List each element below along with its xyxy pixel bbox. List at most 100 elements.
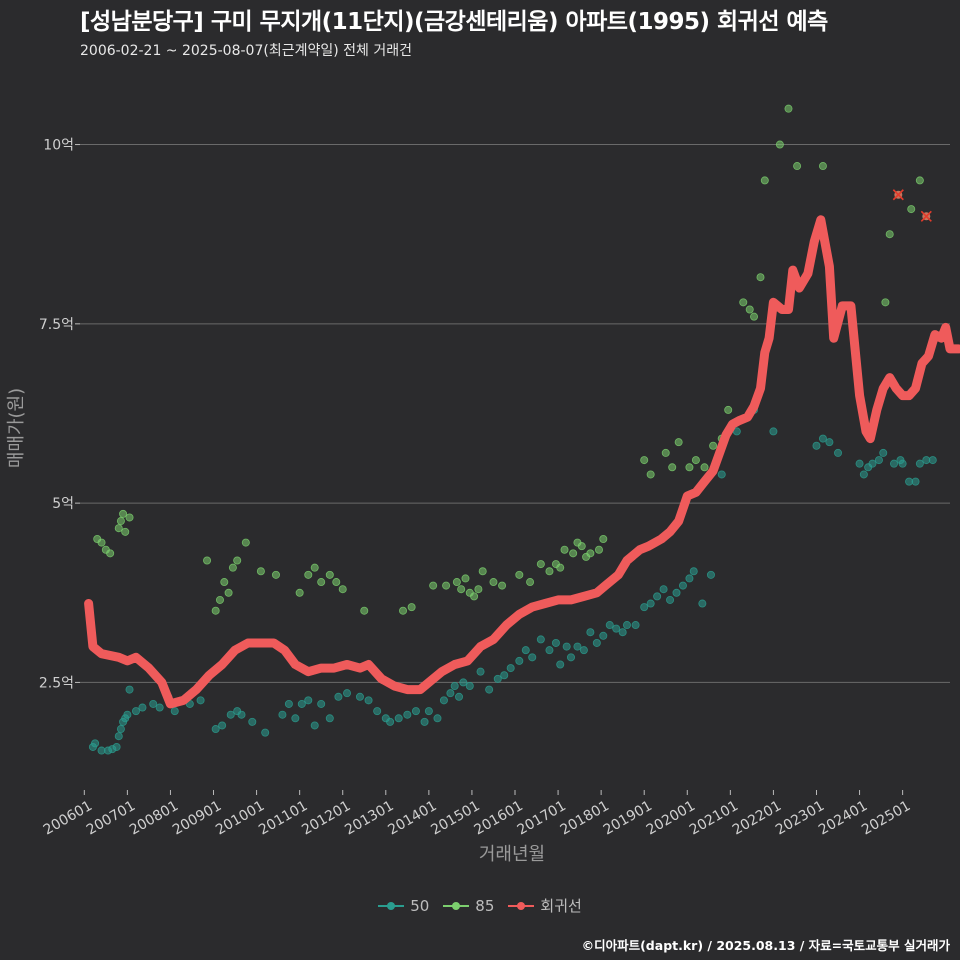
legend-label-50: 50 [410, 896, 430, 915]
regression-line [84, 215, 960, 709]
data-point-85-47 [569, 549, 578, 558]
data-point-50-103 [879, 448, 888, 457]
data-point-50-77 [622, 621, 631, 630]
data-point-50-47 [424, 707, 433, 716]
data-point-85-68 [756, 273, 765, 282]
y-axis-label: 매매가(원) [6, 388, 27, 468]
data-point-85-77 [915, 176, 924, 185]
x-tick-label-9: 201501 [428, 798, 482, 839]
data-point-85-5 [116, 517, 125, 526]
data-point-85-12 [220, 578, 229, 587]
data-point-85-29 [429, 581, 438, 590]
chart-title: [성남분당구] 구미 무지개(11단지)(금강센테리움) 아파트(1995) 회… [80, 9, 828, 35]
x-tick-label-18: 202401 [816, 798, 870, 839]
data-point-50-75 [612, 624, 621, 633]
x-tick-label-11: 201701 [515, 798, 569, 839]
legend-key-regression [508, 899, 535, 913]
data-point-85-60 [691, 456, 700, 465]
data-point-50-21 [211, 725, 220, 734]
data-point-85-7 [121, 527, 130, 536]
x-tick-label-14: 202001 [644, 798, 698, 839]
data-point-50-26 [248, 717, 257, 726]
data-point-85-71 [784, 104, 793, 113]
data-point-50-95 [818, 434, 827, 443]
data-point-85-18 [271, 570, 280, 579]
data-point-50-85 [678, 581, 687, 590]
data-point-50-55 [476, 667, 485, 676]
data-point-50-82 [659, 585, 668, 594]
data-point-50-81 [653, 592, 662, 601]
data-point-50-94 [812, 441, 821, 450]
legend-item-50: 50 [378, 897, 429, 915]
data-point-50-11 [125, 685, 134, 694]
data-point-85-33 [461, 574, 470, 583]
data-point-50-59 [506, 664, 515, 673]
data-point-50-43 [394, 714, 403, 723]
data-point-85-53 [599, 534, 608, 543]
data-point-50-89 [706, 570, 715, 579]
data-point-50-39 [364, 696, 373, 705]
data-point-50-76 [618, 628, 627, 637]
data-point-85-43 [545, 567, 554, 576]
data-point-50-27 [261, 728, 270, 737]
x-axis-label: 거래년월 [479, 844, 545, 865]
data-point-85-27 [399, 606, 408, 615]
x-tick-label-6: 201201 [299, 798, 353, 839]
data-point-50-30 [291, 714, 300, 723]
grid-layer [80, 144, 950, 683]
data-point-50-7 [116, 725, 125, 734]
data-point-50-23 [226, 710, 235, 719]
x-tick-label-7: 201301 [342, 798, 396, 839]
data-point-50-44 [403, 710, 412, 719]
data-point-85-70 [775, 140, 784, 149]
data-point-85-55 [646, 470, 655, 479]
data-point-85-31 [452, 578, 461, 587]
data-point-50-70 [579, 646, 588, 655]
data-point-85-26 [360, 606, 369, 615]
data-point-85-15 [233, 556, 242, 565]
data-point-85-23 [325, 570, 334, 579]
data-point-50-101 [868, 459, 877, 468]
data-point-50-42 [386, 717, 395, 726]
chart-subtitle: 2006-02-21 ~ 2025-08-07(최근계약일) 전체 거래건 [80, 43, 412, 59]
data-point-50-50 [446, 689, 455, 698]
data-point-50-79 [640, 603, 649, 612]
data-point-50-22 [218, 721, 227, 730]
data-point-50-25 [237, 710, 246, 719]
data-point-50-83 [666, 595, 675, 604]
data-point-85-52 [594, 545, 603, 554]
data-point-85-16 [241, 538, 250, 547]
data-point-85-35 [470, 592, 479, 601]
data-point-50-53 [459, 678, 468, 687]
data-point-50-10 [123, 710, 132, 719]
data-point-50-29 [284, 699, 293, 708]
x-tick-label-17: 202301 [773, 798, 827, 839]
data-point-85-13 [224, 588, 233, 597]
data-point-50-86 [685, 574, 694, 583]
data-point-85-72 [793, 162, 802, 171]
regression-layer [84, 215, 960, 709]
y-tick-label-2: 7.5억 [39, 317, 74, 333]
data-point-85-61 [700, 463, 709, 472]
data-point-85-6 [119, 509, 128, 518]
data-point-50-78 [631, 621, 640, 630]
x-tick-label-4: 201001 [213, 798, 267, 839]
data-point-50-45 [411, 707, 420, 716]
data-point-85-21 [310, 563, 319, 572]
data-point-85-24 [332, 578, 341, 587]
data-point-50-72 [592, 638, 601, 647]
data-point-85-73 [818, 162, 827, 171]
data-point-50-109 [915, 459, 924, 468]
data-point-50-12 [131, 707, 140, 716]
y-tick-label-1: 5억 [52, 496, 74, 512]
legend-item-85: 85 [443, 897, 494, 915]
data-point-50-13 [138, 703, 147, 712]
data-point-85-25 [338, 585, 347, 594]
data-point-85-30 [442, 581, 451, 590]
data-point-50-56 [485, 685, 494, 694]
data-point-85-4 [114, 524, 123, 533]
data-point-85-1 [97, 538, 106, 547]
data-point-50-57 [493, 674, 502, 683]
source-credit: ©디아파트(dapt.kr) / 2025.08.13 / 자료=국토교통부 실… [581, 938, 950, 953]
